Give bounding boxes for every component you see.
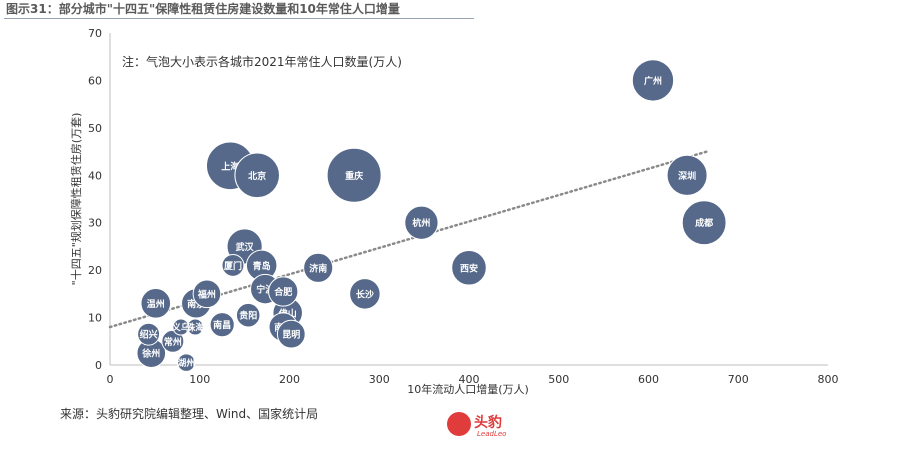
bubble (235, 302, 261, 328)
bubble-point: 重庆 (326, 147, 382, 203)
bubble-label: 湖州 (177, 357, 195, 369)
bubble-point: 杭州 (404, 205, 439, 240)
bubble-label: 北京 (248, 170, 266, 182)
brand-name: 头豹 (474, 415, 502, 431)
bubble-label: 重庆 (345, 170, 363, 182)
bubble (268, 276, 299, 307)
x-tick-label: 500 (548, 373, 569, 386)
bubble (221, 253, 245, 277)
bubble-point: 西安 (451, 249, 487, 286)
y-tick-label: 30 (88, 217, 102, 230)
bubble-point: 昆明 (276, 319, 306, 349)
bubble-point: 长沙 (349, 278, 381, 310)
bubble-point: 成都 (681, 200, 727, 246)
x-tick-label: 700 (728, 373, 749, 386)
bubble-point: 温州 (140, 288, 172, 319)
bubble-label: 济南 (309, 262, 327, 274)
y-tick-label: 70 (88, 27, 102, 40)
bubble (326, 147, 382, 203)
bubble (631, 59, 675, 102)
bubble-point: 湖州 (177, 353, 196, 372)
bubble-label: 上海 (221, 160, 239, 172)
bubble (349, 278, 381, 310)
bubble-label: 南昌 (213, 319, 231, 331)
bubble-point: 北京 (234, 152, 280, 199)
x-axis-label: 10年流动人口增量(万人) (407, 382, 529, 396)
bubble-point: 广州 (631, 59, 675, 102)
bubble-point: 珠海 (186, 318, 204, 336)
chart-axes (109, 33, 828, 366)
bubble (303, 252, 334, 283)
bubble (276, 319, 306, 349)
bubble-label: 西安 (460, 262, 478, 274)
bubble (172, 318, 190, 336)
bubble-label: 长沙 (356, 288, 374, 300)
bubble-label: 青岛 (253, 260, 271, 272)
bubble-label: 绍兴 (140, 329, 158, 341)
bubble-point: 绍兴 (137, 322, 161, 346)
axis-ticks: 0 100 200 300 400 500 600 700 800 0 10 20 30 40 50 60 70 (88, 27, 839, 386)
bubble (666, 154, 708, 196)
y-tick-label: 10 (88, 312, 102, 325)
title-divider (4, 18, 474, 19)
x-tick-label: 300 (369, 373, 390, 386)
bubble-point: 福州 (192, 279, 222, 309)
bubble (681, 200, 727, 246)
bubble-point: 南昌 (209, 312, 235, 338)
trendline-path (108, 150, 709, 329)
x-tick-label: 400 (459, 373, 480, 386)
bubble (137, 322, 161, 346)
bubble (140, 288, 172, 319)
bubble (161, 329, 185, 353)
brand-sub: LeadLeo (477, 430, 507, 438)
figure-title: 图示31：部分城市"十四五"保障性租赁住房建设数量和10年常住人口增量 (6, 2, 400, 16)
y-tick-label: 50 (88, 122, 102, 135)
bubble (404, 205, 439, 240)
trendline (108, 150, 709, 329)
bubble-label: 深圳 (678, 170, 696, 182)
bubble-point: 义乌 (171, 318, 190, 336)
bubble-label: 福州 (197, 288, 216, 300)
bubble-point: 济南 (303, 252, 334, 283)
y-tick-label: 60 (88, 74, 102, 87)
bubble-label: 杭州 (412, 217, 430, 229)
bubble-point: 厦门 (221, 253, 245, 277)
bubble-point: 合肥 (268, 276, 299, 307)
bubble-label: 成都 (695, 217, 713, 229)
bubble (234, 152, 280, 199)
bubble-label: 昆明 (282, 330, 300, 341)
bubble (451, 249, 487, 286)
bubble-label: 珠海 (186, 322, 204, 334)
bubble (192, 279, 222, 309)
bubble-label: 温州 (147, 298, 165, 310)
bubble-label: 广州 (644, 75, 662, 87)
bubble-label: 武汉 (236, 241, 255, 253)
bubble-label: 徐州 (141, 348, 160, 360)
bubble-label: 贵阳 (239, 310, 257, 322)
source-note: 来源：头豹研究院编辑整理、Wind、国家统计局 (60, 407, 319, 421)
x-tick-label: 200 (279, 373, 300, 386)
bubble-chart: 0 100 200 300 400 500 600 700 800 0 10 20 30 40 50 60 70… (69, 27, 839, 396)
bubble-point: 深圳 (666, 154, 708, 196)
bubble-label: 厦门 (224, 260, 242, 272)
bubble (209, 312, 235, 338)
y-axis-label: "十四五"规划保障性租赁住房(万套) (69, 113, 83, 286)
bubble-label: 常州 (164, 336, 182, 348)
bubble-label: 义乌 (171, 322, 190, 334)
y-tick-label: 40 (88, 169, 102, 182)
x-tick-label: 800 (818, 373, 839, 386)
x-tick-label: 100 (189, 373, 210, 386)
y-tick-label: 0 (95, 359, 102, 372)
bubble-label: 合肥 (274, 286, 292, 298)
x-tick-label: 600 (638, 373, 659, 386)
y-tick-label: 20 (88, 264, 102, 277)
chart-note: 注：气泡大小表示各城市2021年常住人口数量(万人) (122, 54, 402, 69)
x-tick-label: 0 (107, 373, 114, 386)
bubble-point: 常州 (161, 329, 185, 353)
bubble-point: 贵阳 (235, 302, 261, 328)
bubble-series: 重庆上海北京成都广州深圳武汉西安杭州青岛长沙温州佛山宁波合肥南京济南徐州南宁昆明… (136, 59, 727, 372)
leopard-icon (447, 412, 471, 436)
bubble (177, 353, 196, 372)
brand-logo: 头豹 LeadLeo (447, 412, 527, 442)
